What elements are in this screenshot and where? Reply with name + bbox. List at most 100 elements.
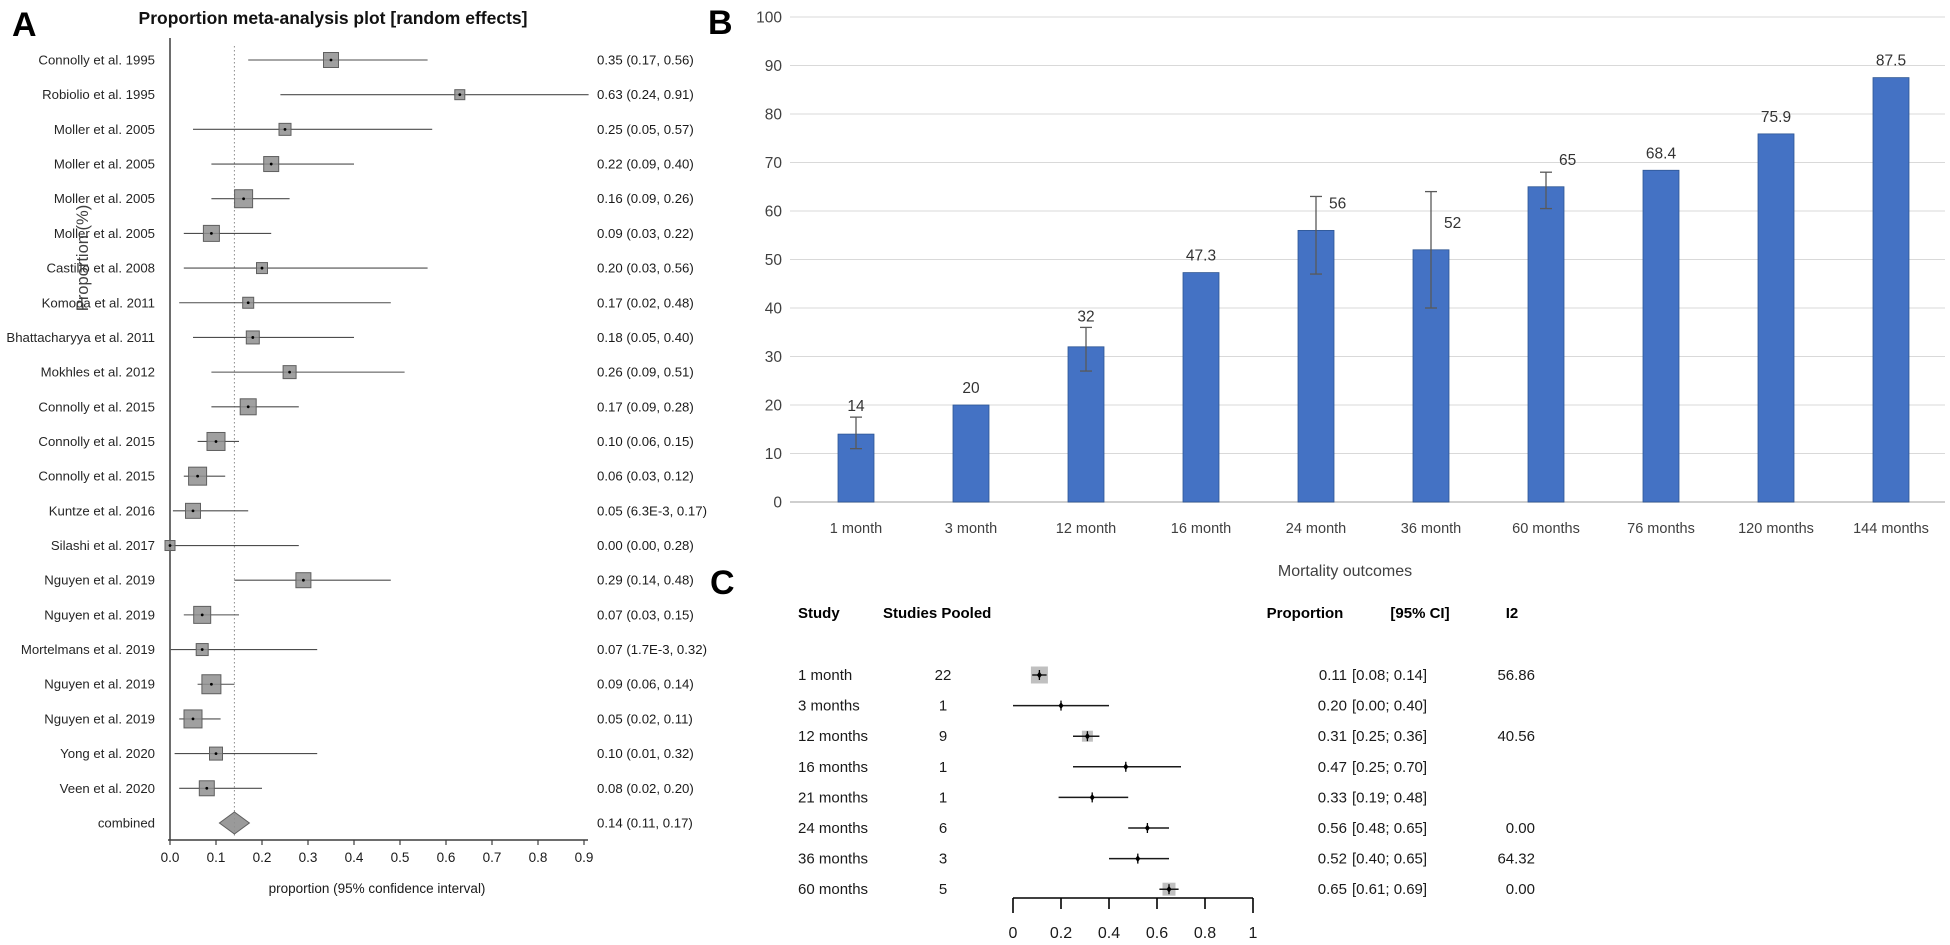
row-ci-text: [0.40; 0.65] [1352,851,1427,868]
point-estimate-diamond [1123,763,1129,771]
x-axis-category-label: 1 month [830,521,882,537]
row-proportion: 0.65 [1318,881,1347,898]
row-studies-pooled: 22 [935,667,952,684]
x-axis-category-label: 144 months [1853,521,1929,537]
y-axis-tick-label: 90 [765,58,783,75]
panel-b-x-axis-label: Mortality outcomes [1278,563,1412,580]
y-axis-tick-label: 20 [765,398,783,415]
panel-a-letter: A [12,6,37,44]
x-axis-tick-label: 0.4 [345,850,364,865]
study-label: Moller et al. 2005 [54,191,155,206]
study-label: Yong et al. 2020 [60,746,155,761]
bar-value-label: 87.5 [1876,53,1906,70]
estimate-ci-text: 0.22 (0.09, 0.40) [597,157,694,172]
panel-b-letter: B [708,4,733,42]
row-proportion: 0.47 [1318,759,1347,776]
row-studies-pooled: 9 [939,728,947,745]
bar-value-label: 75.9 [1761,109,1791,126]
row-study-label: 3 months [798,698,860,715]
estimate-ci-text: 0.00 (0.00, 0.28) [597,538,694,553]
bar [1527,186,1565,503]
panel-a-title: Proportion meta-analysis plot [random ef… [139,8,528,28]
x-axis-tick-label: 0.5 [391,850,410,865]
point-estimate-dot [242,197,246,201]
x-axis-category-label: 60 months [1512,521,1580,537]
study-label: Moller et al. 2005 [54,226,155,241]
forest-x-axis-tick-label: 0.8 [1194,925,1216,942]
x-axis-tick-label: 0.6 [437,850,456,865]
y-axis-tick-label: 10 [765,446,783,463]
estimate-ci-text: 0.09 (0.03, 0.22) [597,226,694,241]
study-label: Nguyen et al. 2019 [44,677,155,692]
bar-value-label: 20 [962,380,980,397]
estimate-ci-text: 0.25 (0.05, 0.57) [597,122,694,137]
point-estimate-dot [302,578,305,582]
row-i2: 56.86 [1497,667,1535,684]
combined-diamond [218,811,251,835]
bar [1182,272,1220,503]
row-proportion: 0.56 [1318,820,1347,837]
row-ci-text: [0.25; 0.36] [1352,728,1427,745]
x-axis-category-label: 16 month [1171,521,1231,537]
point-estimate-dot [214,752,218,755]
estimate-ci-text: 0.10 (0.01, 0.32) [597,746,694,761]
study-label: Nguyen et al. 2019 [44,573,155,588]
row-studies-pooled: 6 [939,820,947,837]
bar [1872,77,1910,503]
point-estimate-dot [251,336,255,339]
study-label: Connolly et al. 2015 [38,434,155,449]
estimate-ci-text: 0.05 (6.3E-3, 0.17) [597,503,707,518]
panel-c-header-study: Study [798,605,840,622]
row-studies-pooled: 1 [939,759,947,776]
study-label: Mokhles et al. 2012 [41,365,155,380]
forest-x-axis-tick-label: 0.6 [1146,925,1168,942]
bar [1297,229,1335,503]
row-study-label: 12 months [798,728,868,745]
point-estimate-dot [283,127,287,131]
panel-c-header-studies-pooled: Studies Pooled [883,605,991,622]
bar-value-label: 32 [1077,308,1094,325]
x-axis-category-label: 12 month [1056,521,1116,537]
study-label: Nguyen et al. 2019 [44,711,155,726]
forest-x-axis-tick-label: 0 [1009,925,1018,942]
point-estimate-diamond [1135,855,1141,863]
y-axis-tick-label: 70 [765,155,783,172]
point-estimate-dot [191,717,195,721]
x-axis-tick-label: 0.2 [253,850,272,865]
x-axis-tick-label: 0.9 [575,850,594,865]
x-axis-category-label: 24 month [1286,521,1346,537]
row-ci-text: [0.08; 0.14] [1352,667,1427,684]
panel-c-header-proportion: Proportion [1267,605,1344,622]
study-label: Kuntze et al. 2016 [49,503,155,518]
y-axis-tick-label: 60 [765,204,783,221]
y-axis-tick-label: 0 [773,495,782,512]
row-study-label: 24 months [798,820,868,837]
estimate-ci-text: 0.08 (0.02, 0.20) [597,781,694,796]
row-i2: 0.00 [1506,881,1535,898]
point-estimate-dot [246,405,250,409]
row-study-label: 60 months [798,881,868,898]
panel-c-header-ci: [95% CI] [1390,605,1449,622]
bar [1067,346,1105,503]
estimate-ci-text: 0.07 (1.7E-3, 0.32) [597,642,707,657]
estimate-ci-text: 0.07 (0.03, 0.15) [597,607,694,622]
estimate-ci-text: 0.35 (0.17, 0.56) [597,53,694,68]
row-i2: 0.00 [1506,820,1535,837]
x-axis-tick-label: 0.0 [161,850,180,865]
point-estimate-diamond [1058,702,1064,710]
estimate-ci-text: 0.06 (0.03, 0.12) [597,469,694,484]
point-estimate-dot [210,682,213,686]
row-proportion: 0.11 [1319,667,1347,684]
row-studies-pooled: 1 [939,789,947,806]
x-axis-category-label: 120 months [1738,521,1814,537]
point-estimate-dot [329,58,333,62]
bar [1642,169,1680,503]
y-axis-tick-label: 30 [765,349,783,366]
point-estimate-dot [269,162,273,166]
estimate-ci-text: 0.63 (0.24, 0.91) [597,87,694,102]
row-studies-pooled: 1 [939,698,947,715]
row-studies-pooled: 3 [939,851,947,868]
row-proportion: 0.20 [1318,698,1347,715]
x-axis-tick-label: 0.1 [207,850,226,865]
